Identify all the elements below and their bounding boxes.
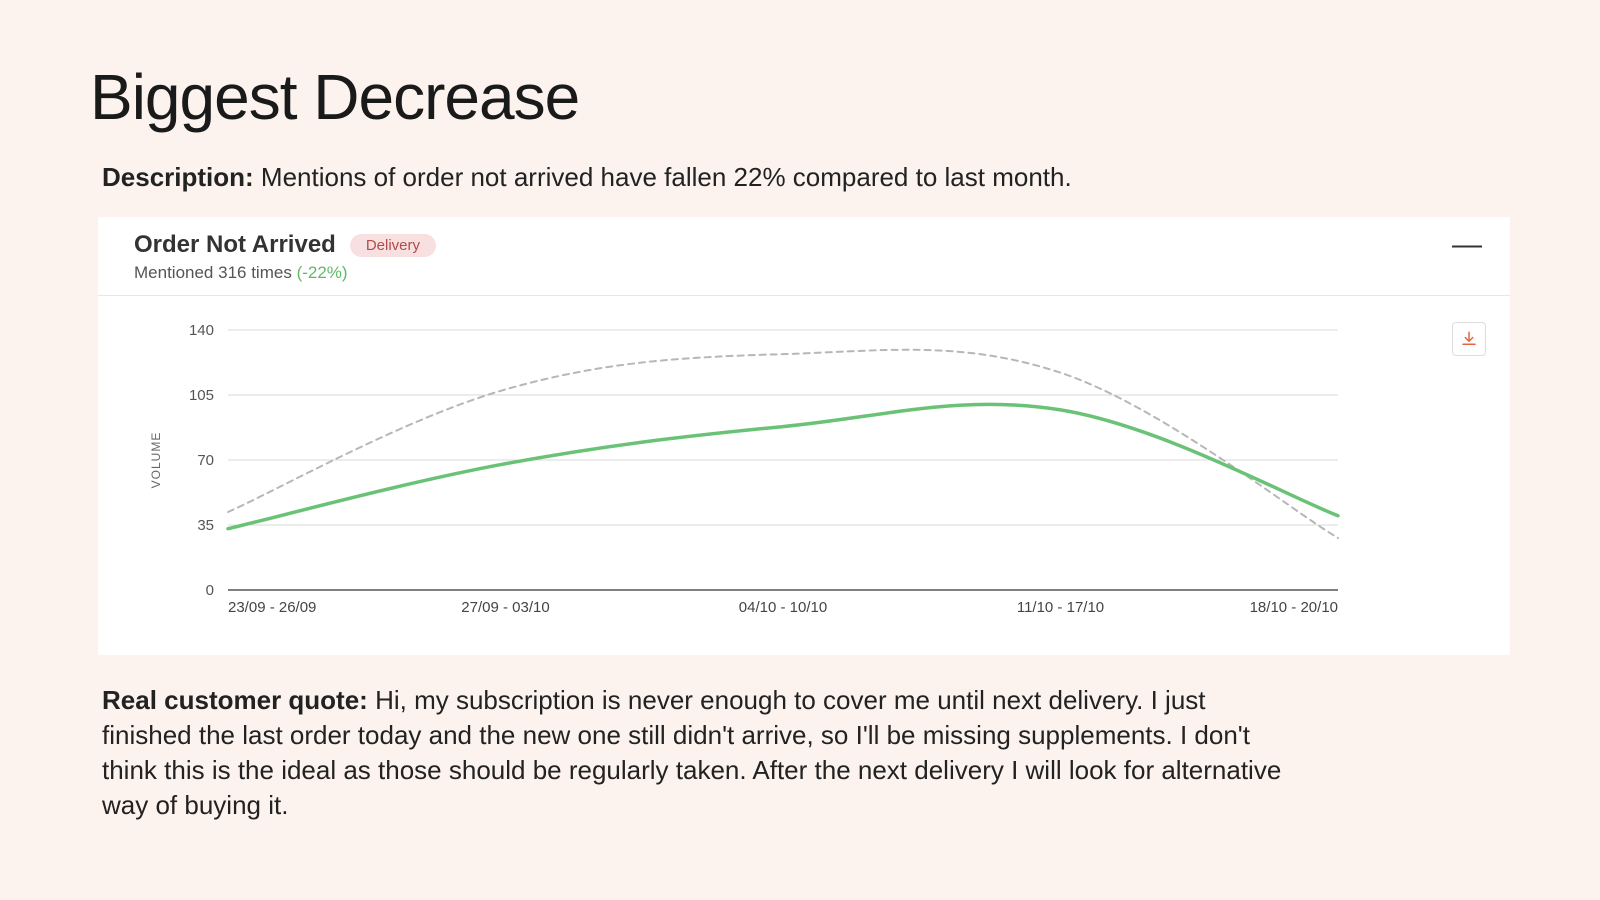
- download-icon: [1460, 330, 1478, 348]
- quote-label: Real customer quote:: [102, 685, 368, 715]
- chart-area: 0 35 70 105 140 23/09 - 26/09 27/09 - 03/10 04/…: [98, 296, 1510, 655]
- svg-text:04/10 - 10/10: 04/10 - 10/10: [739, 599, 827, 616]
- volume-chart: 0 35 70 105 140 23/09 - 26/09 27/09 - 03/10 04/…: [128, 316, 1368, 630]
- svg-text:35: 35: [197, 517, 214, 534]
- svg-text:VOLUME: VOLUME: [149, 432, 163, 489]
- description-text: Mentions of order not arrived have falle…: [261, 162, 1072, 192]
- svg-text:0: 0: [206, 582, 214, 599]
- description: Description: Mentions of order not arriv…: [102, 162, 1510, 193]
- mentions-subline: Mentioned 316 times (-22%): [134, 263, 436, 283]
- minimize-button[interactable]: —: [1452, 231, 1482, 251]
- description-label: Description:: [102, 162, 254, 192]
- svg-text:27/09 - 03/10: 27/09 - 03/10: [461, 599, 549, 616]
- svg-text:140: 140: [189, 322, 214, 339]
- customer-quote: Real customer quote: Hi, my subscription…: [102, 683, 1302, 823]
- svg-text:18/10 - 20/10: 18/10 - 20/10: [1250, 599, 1338, 616]
- card-header: Order Not Arrived Delivery Mentioned 316…: [98, 217, 1510, 296]
- mentions-delta: (-22%): [297, 263, 348, 282]
- category-badge: Delivery: [350, 234, 436, 257]
- svg-text:70: 70: [197, 452, 214, 469]
- chart-card: Order Not Arrived Delivery Mentioned 316…: [98, 217, 1510, 655]
- card-title: Order Not Arrived: [134, 231, 336, 259]
- svg-text:23/09 - 26/09: 23/09 - 26/09: [228, 599, 316, 616]
- svg-text:11/10 - 17/10: 11/10 - 17/10: [1017, 599, 1104, 616]
- mentions-count: Mentioned 316 times: [134, 263, 292, 282]
- svg-text:105: 105: [189, 387, 214, 404]
- download-button[interactable]: [1452, 322, 1486, 356]
- page-title: Biggest Decrease: [90, 60, 1510, 134]
